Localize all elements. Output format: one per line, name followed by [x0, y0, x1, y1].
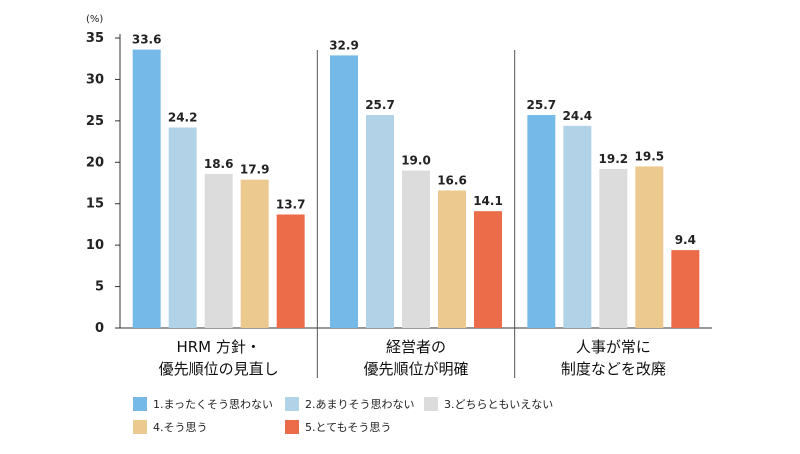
category-label: 制度などを改廃: [561, 360, 666, 378]
legend-label: 3.どちらともいえない: [444, 398, 553, 411]
y-tick-label: 10: [86, 238, 104, 253]
bar-value-label: 9.4: [675, 233, 696, 247]
value-label-layer: 33.6 24.2 18.6 17.9 13.7 32.9 25.7 19.0 16.6 14.1…: [132, 33, 696, 248]
bar: [330, 55, 358, 329]
category-label: 優先順位の見直し: [159, 360, 279, 378]
bar: [276, 214, 305, 328]
bar-value-label: 24.4: [563, 109, 593, 123]
bar: [402, 170, 430, 328]
legend: 1.まったくそう思わない 2.あまりそう思わない 3.どちらともいえない 4.そう思う…: [133, 397, 553, 434]
legend-swatch: [133, 397, 147, 411]
legend-swatch: [285, 397, 299, 411]
legend-label: 2.あまりそう思わない: [305, 398, 415, 411]
bar-value-label: 16.6: [437, 173, 467, 187]
bar-value-label: 19.0: [401, 154, 431, 168]
bar-value-label: 33.6: [132, 33, 162, 47]
bar-value-label: 25.7: [527, 98, 557, 112]
legend-label: 5.とてもそう思う: [305, 421, 391, 434]
bar-value-label: 14.1: [473, 194, 503, 208]
bar-value-label: 19.2: [599, 152, 629, 166]
category-label: 人事が常に: [576, 338, 651, 356]
y-tick-label: 15: [86, 197, 104, 212]
legend-swatch: [133, 420, 147, 434]
category-label: HRM 方針・: [176, 338, 260, 356]
legend-swatch: [424, 397, 438, 411]
bar-layer: [132, 49, 700, 329]
y-tick-label: 35: [86, 31, 104, 46]
bar: [527, 115, 556, 328]
bar: [204, 173, 233, 328]
category-label: 優先順位が明確: [363, 360, 468, 378]
bar: [438, 190, 466, 328]
category-label: 経営者の: [386, 338, 446, 356]
bar: [240, 179, 269, 328]
bar-value-label: 17.9: [240, 163, 270, 177]
bar: [168, 127, 197, 328]
y-unit-label: (%): [86, 14, 103, 25]
bar-value-label: 19.5: [635, 149, 665, 163]
bar-value-label: 32.9: [329, 38, 359, 52]
y-tick-label: 25: [86, 114, 104, 129]
y-tick-label: 20: [86, 155, 104, 170]
bar-value-label: 24.2: [168, 110, 198, 124]
y-tick-label: 5: [95, 280, 104, 295]
y-tick-label: 0: [95, 321, 104, 336]
bar: [366, 115, 394, 328]
y-tick-label: 30: [86, 72, 104, 87]
bar: [474, 211, 502, 328]
legend-label: 4.そう思う: [153, 421, 208, 434]
bar-value-label: 13.7: [276, 197, 306, 211]
legend-label: 1.まったくそう思わない: [153, 398, 273, 411]
bar: [132, 49, 161, 328]
bar: [563, 125, 592, 328]
bar: [671, 250, 700, 328]
legend-swatch: [285, 420, 299, 434]
bar: [635, 166, 664, 328]
bar: [599, 168, 628, 328]
bar-value-label: 18.6: [204, 157, 234, 171]
bar-value-label: 25.7: [365, 98, 395, 112]
